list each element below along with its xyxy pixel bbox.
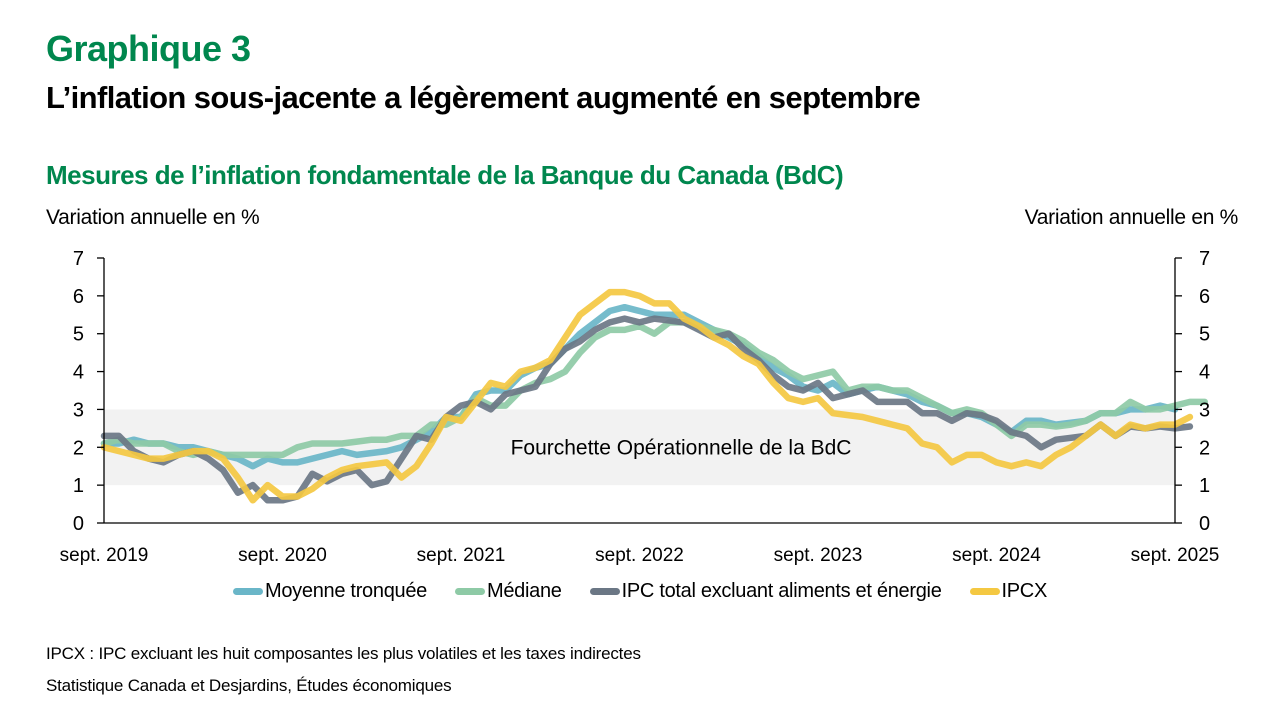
chart-number-title: Graphique 3 — [46, 28, 251, 69]
target-range-label: Fourchette Opérationnelle de la BdC — [511, 436, 852, 459]
y-tick-label-left: 0 — [73, 513, 84, 535]
legend-label: Moyenne tronquée — [265, 580, 427, 602]
y-tick-label-right: 5 — [1199, 324, 1210, 346]
y-tick-label-right: 6 — [1199, 286, 1210, 308]
y-tick-label-left: 6 — [73, 286, 84, 308]
chart-title: Mesures de l’inflation fondamentale de l… — [46, 160, 844, 190]
axes: 0 0 1 1 2 2 3 3 4 4 5 5 6 6 7 7 sept. 2019 sept. 2020 sept… — [60, 248, 1220, 566]
y-tick-label-left: 1 — [73, 475, 84, 497]
x-tick-label: sept. 2022 — [595, 545, 684, 566]
legend-label: IPCX — [1001, 580, 1048, 602]
y-axis-label-left: Variation annuelle en % — [46, 206, 260, 229]
legend-swatch-mediane — [455, 588, 485, 595]
y-tick-label-right: 0 — [1199, 513, 1210, 535]
legend-label: Médiane — [487, 580, 562, 602]
legend-item-ipc-excl: IPC total excluant aliments et énergie — [589, 580, 942, 603]
legend-swatch-ipcx — [969, 588, 1000, 595]
series-line-1 — [100, 319, 1209, 459]
y-tick-label-left: 3 — [73, 399, 84, 421]
legend-label: IPC total excluant aliments et énergie — [621, 580, 942, 602]
x-tick-label: sept. 2025 — [1131, 545, 1220, 566]
x-tick-label: sept. 2020 — [238, 545, 327, 566]
x-tick-label: sept. 2024 — [952, 545, 1041, 566]
legend-swatch-ipc-excl — [589, 588, 620, 595]
source-note: Statistique Canada et Desjardins, Études… — [46, 676, 452, 695]
y-tick-label-left: 4 — [73, 362, 84, 384]
x-tick-label: sept. 2021 — [417, 545, 506, 566]
y-tick-label-left: 7 — [73, 248, 84, 270]
y-tick-label-left: 2 — [73, 437, 84, 459]
x-tick-label: sept. 2019 — [60, 545, 149, 566]
y-tick-label-left: 5 — [73, 324, 84, 346]
legend-item-moyenne-tronquee: Moyenne tronquée — [233, 580, 427, 603]
y-tick-label-right: 2 — [1199, 437, 1210, 459]
legend: Moyenne tronquée Médiane IPC total exclu… — [0, 580, 1280, 603]
series-line-3 — [100, 288, 1194, 504]
y-tick-label-right: 1 — [1199, 475, 1210, 497]
series-lines — [100, 288, 1209, 504]
y-tick-label-right: 4 — [1199, 362, 1210, 384]
footnote: IPCX : IPC excluant les huit composantes… — [46, 644, 641, 663]
y-tick-label-right: 7 — [1199, 248, 1210, 270]
legend-swatch-moyenne-tronquee — [233, 588, 263, 595]
y-axis-label-right: Variation annuelle en % — [1024, 206, 1239, 229]
x-tick-label: sept. 2023 — [774, 545, 863, 566]
legend-item-mediane: Médiane — [455, 580, 562, 603]
y-tick-label-right: 3 — [1199, 399, 1210, 421]
headline-subtitle: L’inflation sous-jacente a légèrement au… — [46, 80, 921, 115]
legend-item-ipcx: IPCX — [969, 580, 1048, 603]
